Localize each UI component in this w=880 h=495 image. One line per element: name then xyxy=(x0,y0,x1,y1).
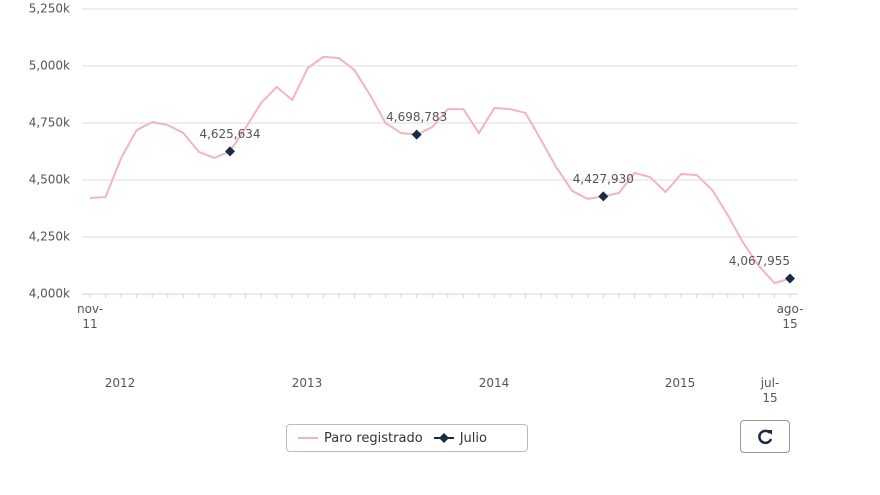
legend-item[interactable]: Julio xyxy=(433,431,487,446)
marker xyxy=(785,273,795,284)
x-tick-label: ago-15 xyxy=(776,302,804,331)
navigator-label: jul-15 xyxy=(760,376,780,405)
data-label: 4,625,634 xyxy=(199,127,260,141)
data-label: 4,067,955 xyxy=(729,254,790,268)
legend-marker xyxy=(438,433,449,443)
refresh-icon xyxy=(758,429,773,445)
marker xyxy=(225,146,235,157)
marker xyxy=(598,191,609,202)
y-tick-label: 4,000k xyxy=(29,287,70,301)
navigator-label: 2012 xyxy=(104,376,136,390)
refresh-button[interactable] xyxy=(740,420,790,453)
x-tick-label: nov-11 xyxy=(76,302,104,331)
y-tick-label: 4,500k xyxy=(29,173,70,187)
y-tick-label: 4,750k xyxy=(29,116,70,130)
y-tick-label: 5,000k xyxy=(29,59,70,73)
legend-text: Julio xyxy=(459,430,487,446)
data-label: 4,427,930 xyxy=(573,172,634,186)
marker xyxy=(411,129,422,140)
y-tick-label: 4,250k xyxy=(29,230,70,244)
navigator-label: 2015 xyxy=(664,376,696,390)
legend: Paro registrado Julio xyxy=(286,424,528,452)
legend-item[interactable]: Paro registrado xyxy=(297,431,423,446)
navigator-label: 2013 xyxy=(291,376,323,390)
legend-symbol xyxy=(298,437,318,439)
series-line xyxy=(89,55,791,285)
legend-text: Paro registrado xyxy=(324,430,423,446)
data-label: 4,698,783 xyxy=(386,110,447,124)
navigator-label: 2014 xyxy=(478,376,510,390)
y-tick-label: 5,250k xyxy=(29,2,70,16)
legend-symbol xyxy=(433,433,454,443)
